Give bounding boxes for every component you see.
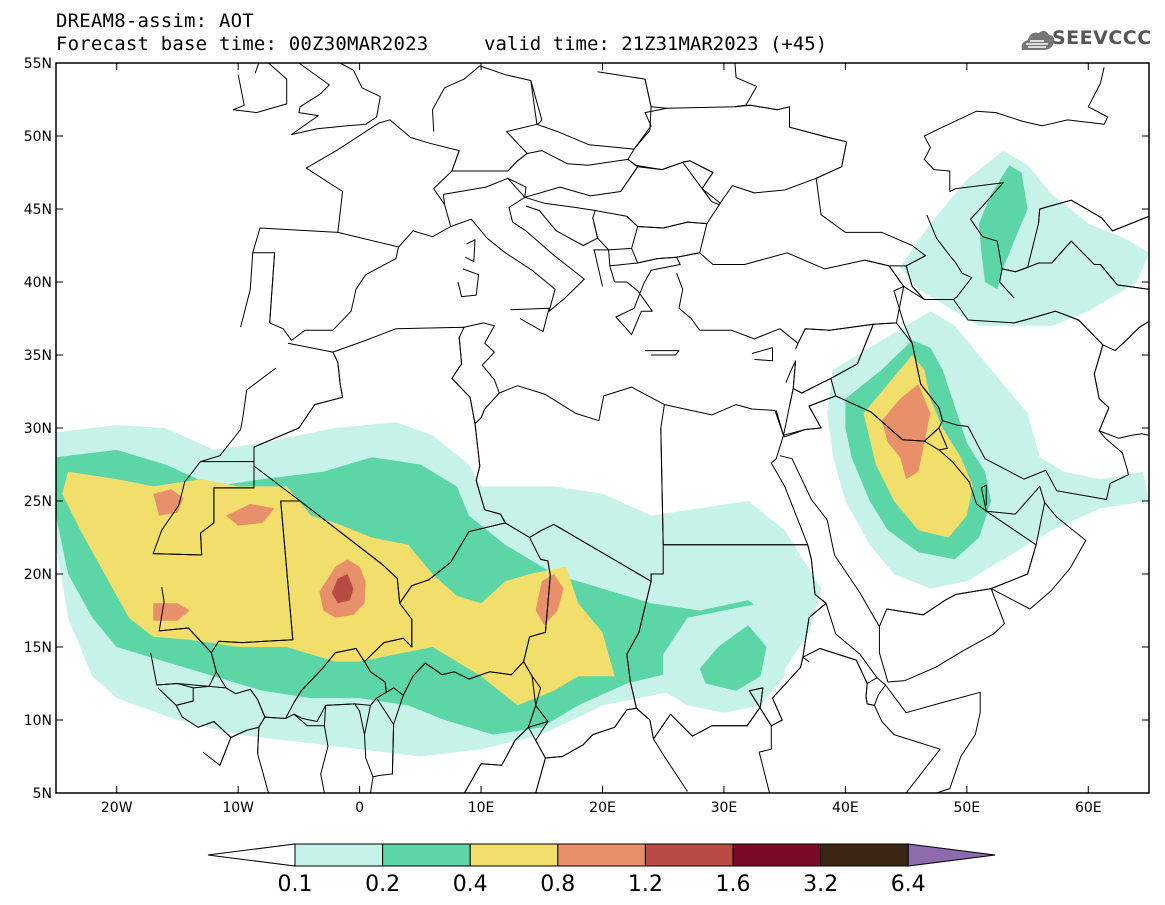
country-border-31 <box>923 63 1149 273</box>
colorbar-over-arrow <box>907 843 996 867</box>
aot-region-4 <box>331 574 354 604</box>
country-border-42 <box>751 347 773 362</box>
country-border-18 <box>923 427 948 451</box>
country-border-61 <box>807 544 827 604</box>
colorbar-label: 0.2 <box>365 872 400 897</box>
aot-contour-layer <box>56 150 1149 757</box>
cloud-logo-icon <box>1021 30 1055 50</box>
country-border-33 <box>627 104 848 206</box>
colorbar-box-3 <box>557 843 646 867</box>
colorbar-box-1 <box>382 843 471 867</box>
lat-tick-label: 10N <box>24 713 52 729</box>
lat-tick-label: 30N <box>24 421 52 437</box>
lat-tick-label: 5N <box>33 786 52 802</box>
colorbar-label: 0.8 <box>540 872 575 897</box>
country-border-73 <box>463 726 529 793</box>
aot-region-7 <box>535 574 564 626</box>
country-border-41 <box>645 350 680 356</box>
colorbar-label: 1.6 <box>716 872 751 897</box>
country-border-35 <box>644 63 758 109</box>
country-border-72 <box>527 704 549 793</box>
lat-tick-label: 35N <box>24 348 52 364</box>
country-border-36 <box>284 63 381 135</box>
country-border-38 <box>457 268 480 298</box>
lon-tick-label: 10W <box>222 800 254 816</box>
country-border-37 <box>232 63 288 114</box>
country-borders <box>150 63 1149 793</box>
lat-tick-label: 50N <box>24 129 52 145</box>
country-border-47 <box>156 683 194 706</box>
country-border-66 <box>771 656 810 727</box>
colorbar-box-4 <box>644 843 734 867</box>
country-border-4 <box>432 65 543 172</box>
lon-tick-label: 40E <box>832 800 859 816</box>
model-title: DREAM8-assim: AOT <box>56 10 254 32</box>
country-border-34 <box>682 160 714 202</box>
country-border-23 <box>878 588 1005 683</box>
valid-time: valid time: 21Z31MAR2023 (+45) <box>484 33 828 55</box>
lat-tick-label: 15N <box>24 640 52 656</box>
colorbar-label: 1.2 <box>628 872 663 897</box>
aot-region-8 <box>226 503 275 526</box>
aot-region-16 <box>699 625 767 691</box>
country-border-67 <box>653 687 772 793</box>
country-border-50 <box>219 726 269 793</box>
lon-tick-label: 30E <box>711 800 738 816</box>
country-border-65 <box>802 648 941 793</box>
lat-tick-label: 55N <box>24 56 52 72</box>
country-border-30 <box>845 231 926 267</box>
lon-tick-label: 20E <box>589 800 616 816</box>
logo-text: SEEVCCC <box>1052 27 1152 49</box>
colorbar-box-6 <box>820 843 909 867</box>
aot-region-6 <box>153 603 190 621</box>
lon-tick-label: 10E <box>468 800 495 816</box>
country-border-51 <box>257 713 329 793</box>
lat-tick-label: 45N <box>24 202 52 218</box>
country-border-21 <box>986 485 1046 545</box>
latitude-axis: 55N 50N 45N 40N 35N 30N 25N 20N 15N 10N 5N <box>24 56 1149 802</box>
country-border-40 <box>465 239 476 263</box>
colorbar-label: 3.2 <box>803 872 838 897</box>
country-border-22 <box>990 502 1087 610</box>
country-border-12 <box>609 256 681 336</box>
country-border-39 <box>510 307 550 333</box>
country-border-1 <box>252 227 399 341</box>
lon-tick-label: 20W <box>101 800 133 816</box>
lon-tick-label: 0 <box>355 800 364 816</box>
lat-tick-label: 20N <box>24 567 52 583</box>
colorbar-label: 6.4 <box>891 872 926 897</box>
lon-tick-label: 60E <box>1075 800 1102 816</box>
lon-tick-label: 50E <box>953 800 980 816</box>
forecast-base-time: Forecast base time: 00Z30MAR2023 <box>56 33 429 55</box>
country-border-11 <box>593 249 616 287</box>
colorbar-label: 0.1 <box>278 872 313 897</box>
colorbar-box-2 <box>469 843 559 867</box>
longitude-axis: 20W 10W 0 10E 20E 30E 40E 50E 60E <box>101 63 1102 816</box>
country-border-2 <box>305 119 460 248</box>
lat-tick-label: 40N <box>24 275 52 291</box>
aot-region-13 <box>900 150 1149 326</box>
country-border-20 <box>980 484 987 512</box>
aot-region-12 <box>881 384 931 480</box>
colorbar-box-0 <box>294 843 384 867</box>
colorbar-under-arrow <box>207 843 296 867</box>
lat-tick-label: 25N <box>24 494 52 510</box>
colorbar-box-5 <box>732 843 822 867</box>
country-border-64 <box>885 684 981 793</box>
colorbar-label: 0.4 <box>453 872 488 897</box>
country-border-29 <box>888 265 925 300</box>
